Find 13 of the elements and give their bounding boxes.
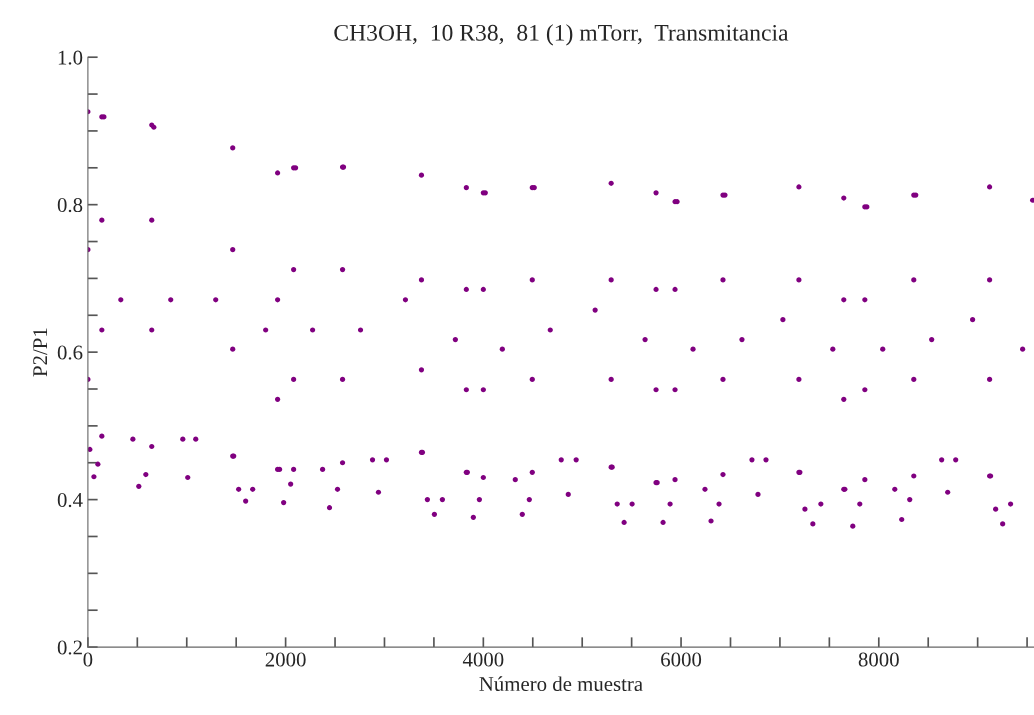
x-tick-label: 4000 [462, 652, 504, 667]
y-tick-label: 0.8 [57, 198, 83, 213]
x-tick-label: 2000 [265, 652, 306, 667]
x-axis-title: Número de muestra [479, 676, 643, 692]
y-tick-label: 1.0 [58, 50, 83, 65]
x-tick-label: 0 [83, 652, 93, 667]
x-tick-label: 6000 [661, 652, 702, 667]
x-tick-label: 8000 [858, 652, 899, 667]
y-tick-label: 0.6 [57, 345, 83, 360]
chart-title: CH3OH, 10 R38, 81 (1) mTorr, Transmitancia [334, 24, 789, 46]
y-axis-title: P2/P1 [33, 328, 48, 377]
y-tick-label: 0.2 [57, 640, 82, 655]
y-tick-label: 0.4 [57, 492, 83, 508]
